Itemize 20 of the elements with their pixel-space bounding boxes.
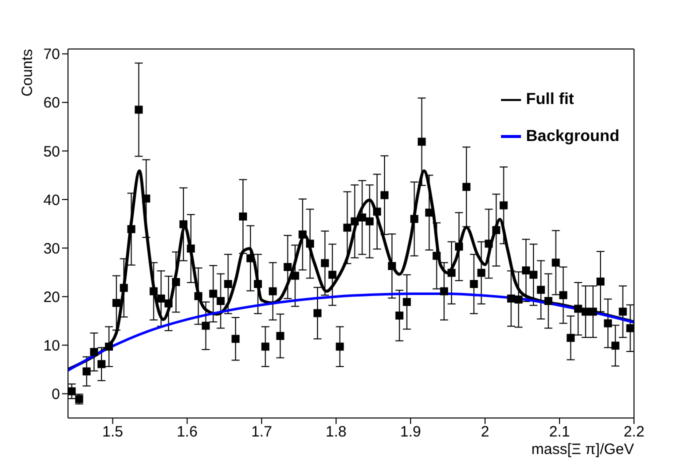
y-tick-label: 0	[52, 386, 60, 404]
y-tick-label: 40	[43, 192, 60, 209]
x-tick-label: 2.1	[549, 424, 570, 441]
x-tick-label: 1.9	[400, 424, 422, 441]
legend-label: Full fit	[526, 90, 574, 108]
x-tick-label: 1.7	[251, 424, 272, 441]
y-tick-label: 70	[43, 46, 60, 64]
y-tick-label: 20	[43, 288, 60, 306]
x-tick-label: 1.5	[102, 424, 124, 441]
legend-label: Background	[526, 128, 620, 146]
y-axis-title: Counts	[19, 49, 36, 97]
y-tick-label: 10	[43, 337, 60, 354]
x-tick-label: 1.6	[176, 424, 198, 441]
x-tick-label: 2	[480, 424, 490, 441]
y-tick-label: 30	[43, 240, 60, 258]
x-axis-title: mass[Ξ π]/GeV	[531, 441, 634, 458]
y-tick-label: 60	[43, 94, 60, 112]
x-tick-label: 2.2	[624, 424, 644, 441]
y-tick-label: 50	[43, 143, 60, 160]
x-tick-label: 1.8	[326, 424, 347, 441]
